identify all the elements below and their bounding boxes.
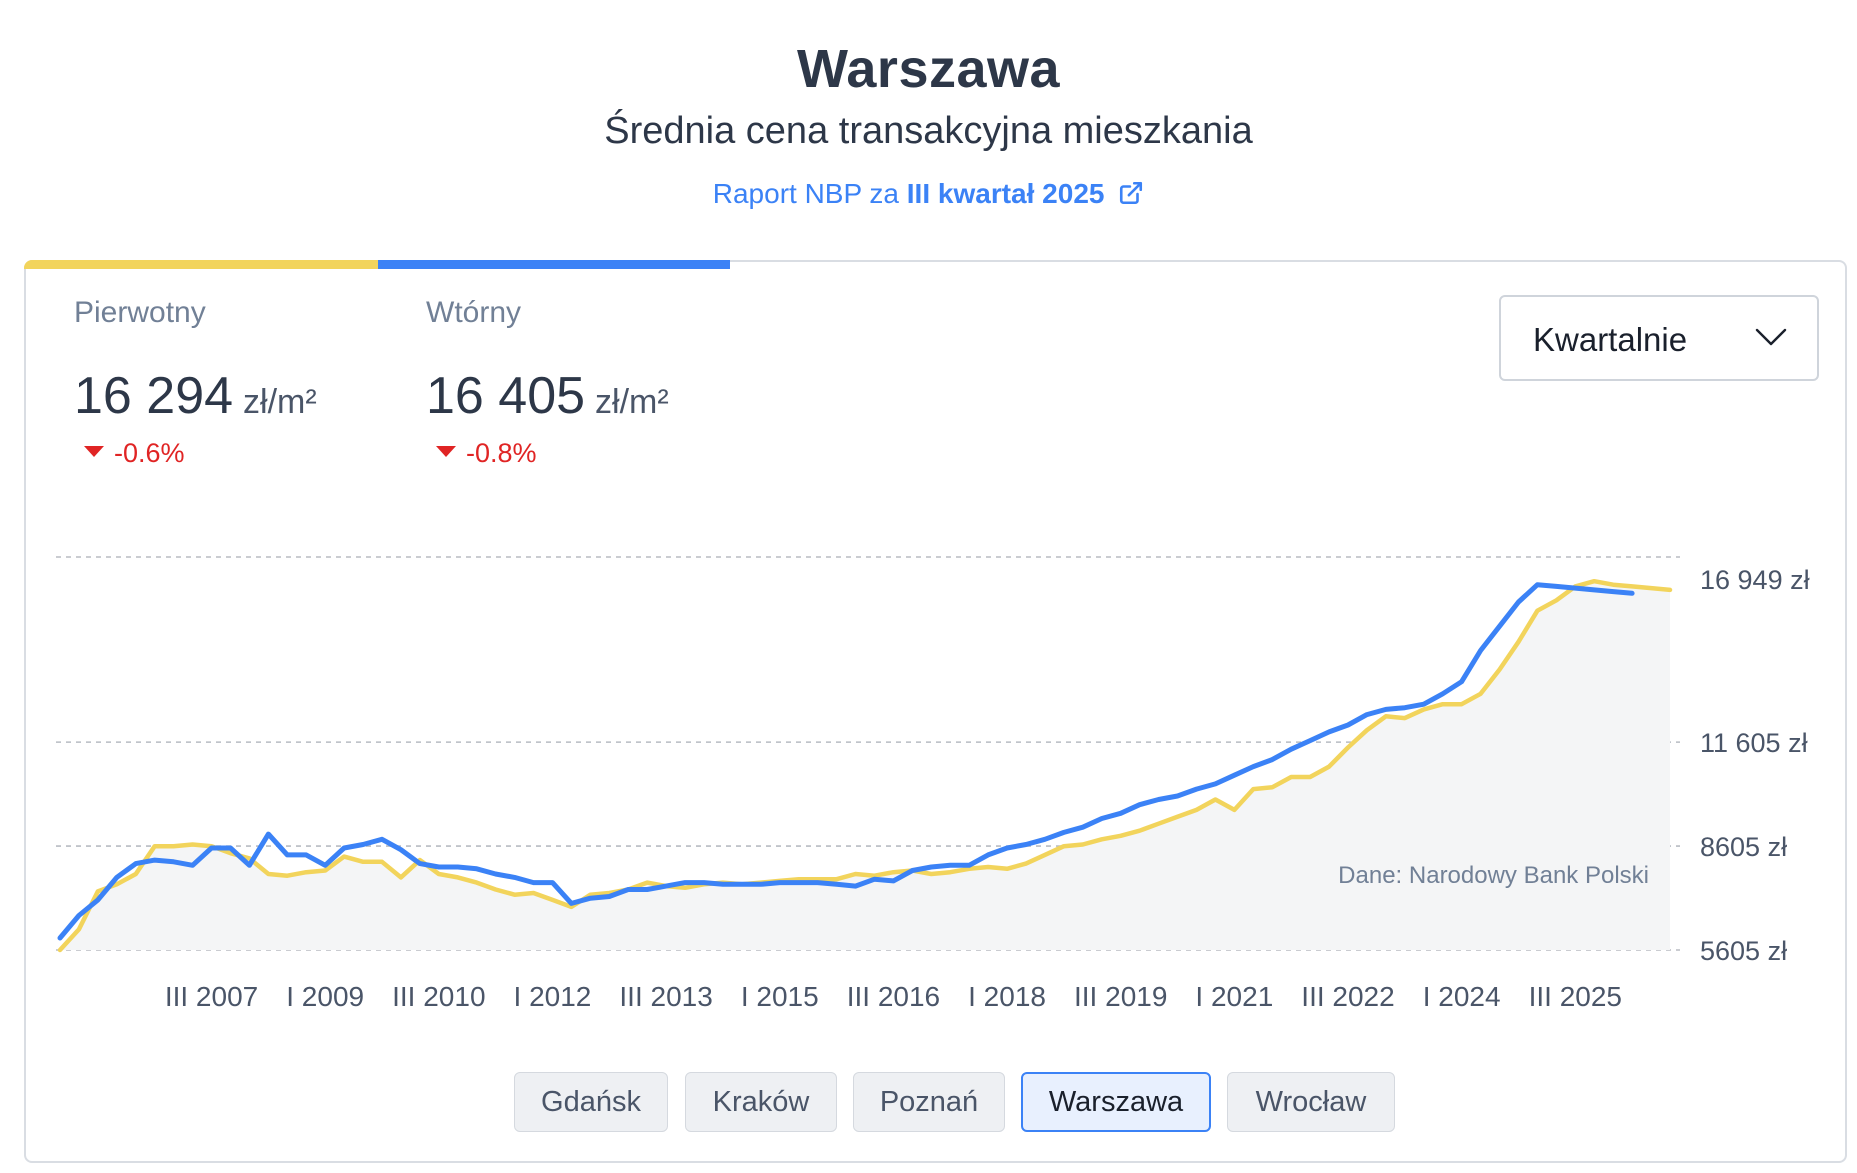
series-line-pierwotny (57, 578, 1673, 953)
stat-primary-value: 16 294 (74, 367, 234, 425)
stat-secondary-label: Wtórny (426, 296, 522, 329)
x-tick-label: I 2021 (1195, 981, 1273, 1012)
y-tick-label: 8605 zł (1700, 832, 1787, 862)
price-chart: 5605 zł 8605 zł 11 605 zł 16 949 zł III 200… (56, 556, 1810, 1012)
y-tick-label: 11 605 zł (1700, 728, 1808, 758)
stat-primary-label: Pierwotny (74, 296, 206, 329)
stat-secondary[interactable]: Wtórny 16 405 zł/m² -0.8% (426, 296, 669, 468)
city-button-wroclaw[interactable]: Wrocław (1227, 1072, 1395, 1132)
x-axis-labels: III 2007 I 2009 III 2010 I 2012 III 2013 I 20… (165, 981, 1622, 1012)
y-tick-label: 5605 zł (1700, 936, 1787, 966)
down-triangle-icon (84, 446, 104, 457)
series-line-wtorny (57, 582, 1635, 941)
page-subtitle: Średnia cena transakcyjna mieszkania (604, 110, 1253, 152)
stat-secondary-value: 16 405 (426, 367, 586, 425)
stat-primary[interactable]: Pierwotny 16 294 zł/m² -0.6% (74, 296, 317, 468)
x-tick-label: I 2018 (968, 981, 1046, 1012)
chart-series (57, 578, 1673, 953)
y-tick-label: 16 949 zł (1700, 565, 1810, 595)
down-triangle-icon (436, 446, 456, 457)
stat-secondary-unit: zł/m² (595, 383, 669, 421)
chevron-down-icon (1755, 328, 1787, 346)
x-tick-label: III 2016 (847, 981, 940, 1012)
city-button-krakow[interactable]: Kraków (685, 1072, 837, 1132)
stat-secondary-change: -0.8% (466, 438, 537, 468)
report-link[interactable]: Raport NBP za III kwartał 2025 (0, 178, 1857, 210)
x-tick-label: I 2024 (1423, 981, 1501, 1012)
report-link-period: III kwartał 2025 (906, 178, 1105, 209)
city-button-poznan[interactable]: Poznań (853, 1072, 1005, 1132)
x-tick-label: I 2012 (514, 981, 592, 1012)
x-tick-label: III 2010 (392, 981, 485, 1012)
y-axis-labels: 5605 zł 8605 zł 11 605 zł 16 949 zł (1700, 565, 1810, 966)
x-tick-label: III 2013 (619, 981, 712, 1012)
x-tick-label: I 2015 (741, 981, 819, 1012)
city-button-warszawa[interactable]: Warszawa (1021, 1072, 1211, 1132)
external-link-icon (1120, 181, 1143, 205)
period-select[interactable]: Kwartalnie (1499, 295, 1819, 381)
x-tick-label: III 2022 (1301, 981, 1394, 1012)
page-title: Warszawa (796, 39, 1061, 99)
report-link-prefix: Raport NBP za (712, 178, 907, 209)
period-select-value: Kwartalnie (1533, 321, 1688, 358)
city-button-gdansk[interactable]: Gdańsk (514, 1072, 668, 1132)
stat-primary-unit: zł/m² (243, 383, 317, 421)
x-tick-label: I 2009 (286, 981, 364, 1012)
chart-area-fill (60, 581, 1670, 950)
secondary-market-indicator-bar (378, 260, 730, 269)
x-tick-label: III 2019 (1074, 981, 1167, 1012)
source-note: Dane: Narodowy Bank Polski (1338, 862, 1649, 889)
primary-market-indicator-bar (24, 260, 378, 269)
x-tick-label: III 2007 (165, 981, 258, 1012)
city-selector: Gdańsk Kraków Poznań Warszawa Wrocław (0, 1072, 1857, 1132)
x-tick-label: III 2025 (1529, 981, 1622, 1012)
stat-primary-change: -0.6% (114, 438, 185, 468)
